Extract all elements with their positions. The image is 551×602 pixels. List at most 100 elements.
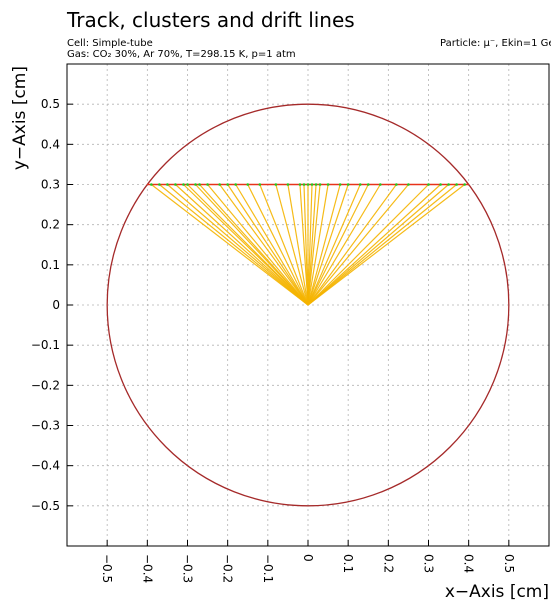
cluster-point [258, 183, 262, 186]
drift-line [307, 184, 397, 306]
x-tick-label: −0.3 [181, 554, 195, 583]
drift-line [307, 184, 449, 306]
x-tick-label: 0.2 [381, 554, 395, 573]
drift-line [307, 184, 429, 306]
drift-line [187, 184, 309, 306]
y-tick-label: −0.4 [31, 459, 60, 473]
cluster-point [174, 183, 177, 186]
cluster-point [194, 183, 197, 186]
drift-line [303, 184, 309, 306]
x-ticks: −0.5 −0.4 −0.3 −0.2 −0.1 0 0.1 0.2 0.3 0.4 0.5 [100, 540, 516, 583]
cluster-point [407, 183, 410, 186]
cluster-point [455, 183, 458, 186]
x-tick-label: −0.4 [140, 554, 154, 583]
y-tick-label: −0.1 [31, 338, 60, 352]
cluster-point [366, 183, 370, 186]
cluster-point [298, 183, 302, 186]
x-tick-label: 0.3 [422, 554, 436, 573]
y-tick-label: 0.2 [41, 218, 60, 232]
x-axis-title: x−Axis [cm] [445, 582, 549, 602]
drift-line [235, 184, 309, 306]
drift-line [307, 184, 313, 306]
y-tick-label: 0.4 [41, 137, 60, 151]
cluster-point [218, 183, 221, 186]
tube-outline [106, 103, 510, 507]
tube-circle [106, 103, 510, 507]
cluster-point [447, 183, 450, 186]
x-tick-label: −0.5 [100, 554, 114, 583]
y-tick-label: 0.1 [41, 258, 60, 272]
drift-line [207, 184, 309, 306]
drift-line [159, 184, 309, 306]
cluster-point [158, 183, 161, 186]
drift-line [227, 184, 309, 306]
drift-line [219, 184, 309, 306]
drift-line [307, 184, 457, 306]
y-axis-title: y−Axis [cm] [10, 66, 30, 170]
x-tick-label: −0.2 [221, 554, 235, 583]
x-tick-label: 0.5 [502, 554, 516, 573]
cluster-point [379, 183, 382, 186]
drift-line [307, 184, 381, 306]
x-tick-label: −0.1 [261, 554, 275, 583]
drift-line [307, 184, 369, 306]
drift-line [307, 184, 317, 306]
drift-line [307, 184, 349, 306]
cluster-point [186, 183, 189, 186]
cluster-point [286, 183, 290, 186]
cluster-point [306, 183, 310, 186]
drift-line [150, 184, 309, 306]
cluster-point [439, 183, 442, 186]
cluster-point [314, 183, 318, 186]
cluster-point [326, 183, 330, 186]
cluster-point [166, 183, 169, 186]
cluster-point [234, 183, 237, 186]
drift-line [307, 184, 329, 306]
cluster-point [246, 183, 250, 186]
cluster-point [395, 183, 398, 186]
gas-info: Gas: CO₂ 30%, Ar 70%, T=298.15 K, p=1 at… [67, 49, 296, 60]
x-tick-label: 0.4 [462, 554, 476, 573]
cluster-point [302, 183, 306, 186]
drift-lines [150, 184, 466, 306]
x-tick-label: 0.1 [341, 554, 355, 573]
drift-line [307, 184, 341, 306]
drift-line [247, 184, 309, 306]
drift-line [307, 184, 361, 306]
cluster-point [206, 183, 209, 186]
y-tick-label: −0.5 [31, 499, 60, 513]
y-tick-label: 0.3 [41, 178, 60, 192]
cluster-point [182, 183, 185, 186]
drift-line [307, 184, 409, 306]
cluster-point [310, 183, 314, 186]
y-tick-label: −0.2 [31, 378, 60, 392]
cluster-point [150, 183, 153, 186]
cluster-point [318, 183, 322, 186]
y-tick-label: −0.3 [31, 419, 60, 433]
particle-info: Particle: μ⁻, Ekin=1 GeV [440, 38, 551, 49]
cluster-point [198, 183, 201, 186]
cluster-point [427, 183, 430, 186]
cluster-point [274, 183, 278, 186]
y-tick-label: 0 [52, 298, 60, 312]
drift-line [167, 184, 309, 306]
drift-line [199, 184, 309, 306]
drift-line [307, 184, 321, 306]
drift-line [287, 184, 309, 306]
cell-info: Cell: Simple-tube [67, 38, 153, 49]
drift-line [259, 184, 309, 306]
cluster-point [338, 183, 342, 186]
cluster-point [358, 183, 362, 186]
cluster-point [226, 183, 229, 186]
drift-line [175, 184, 309, 306]
drift-line [307, 184, 466, 306]
x-tick-label: 0 [301, 554, 315, 562]
drift-line [275, 184, 309, 306]
drift-line [299, 184, 309, 306]
clusters [150, 183, 466, 186]
cluster-point [463, 183, 466, 186]
y-ticks: 0.5 0.4 0.3 0.2 0.1 0 −0.1 −0.2 −0.3 −0.4 −0.5 [31, 97, 73, 513]
chart-title: Track, clusters and drift lines [66, 8, 355, 32]
cluster-point [346, 183, 350, 186]
